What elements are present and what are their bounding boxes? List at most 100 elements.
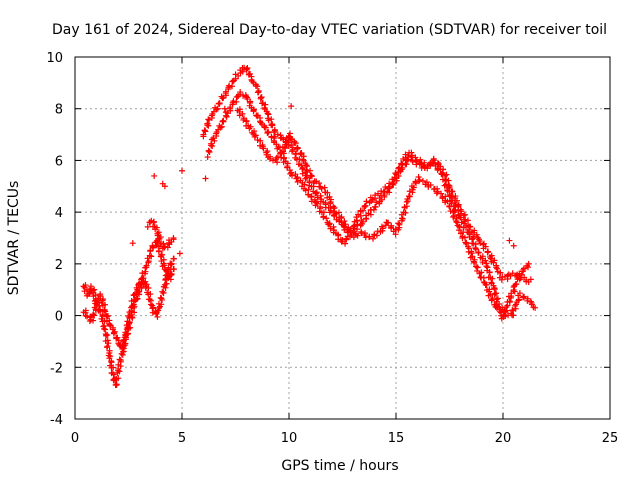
data-point bbox=[158, 295, 165, 302]
data-point bbox=[204, 120, 211, 127]
data-point bbox=[472, 246, 479, 253]
y-tick-label: 10 bbox=[46, 51, 63, 66]
data-point bbox=[103, 332, 110, 339]
data-point bbox=[475, 236, 482, 243]
data-point bbox=[327, 199, 334, 206]
data-point bbox=[116, 356, 123, 363]
data-point bbox=[417, 156, 424, 163]
data-point bbox=[205, 147, 212, 154]
y-tick-labels: -4 -2 0 2 4 6 8 10 bbox=[46, 51, 63, 428]
data-point bbox=[86, 288, 93, 295]
y-tick-label: -4 bbox=[50, 413, 63, 428]
data-point bbox=[499, 304, 506, 311]
data-point bbox=[392, 231, 399, 238]
data-point bbox=[129, 240, 136, 247]
data-point bbox=[350, 223, 357, 230]
data-point bbox=[289, 146, 296, 153]
data-point bbox=[221, 105, 228, 112]
data-point bbox=[237, 89, 244, 96]
data-point bbox=[503, 303, 510, 310]
data-point bbox=[311, 196, 318, 203]
data-point bbox=[159, 288, 166, 295]
data-point bbox=[412, 179, 419, 186]
data-point bbox=[130, 301, 137, 308]
x-tick-label: 0 bbox=[71, 431, 79, 446]
data-point bbox=[292, 171, 299, 178]
data-point bbox=[148, 253, 155, 260]
data-point bbox=[308, 194, 315, 201]
data-point bbox=[472, 245, 479, 252]
data-point bbox=[313, 190, 320, 197]
data-point bbox=[240, 92, 247, 99]
data-point bbox=[527, 298, 534, 305]
series-track-e bbox=[204, 89, 532, 322]
data-point bbox=[152, 226, 159, 233]
data-point bbox=[269, 122, 276, 129]
data-point bbox=[206, 149, 213, 156]
data-point bbox=[87, 283, 94, 290]
data-point bbox=[451, 212, 458, 219]
series-track-c bbox=[144, 217, 177, 252]
data-point bbox=[502, 308, 509, 315]
data-point bbox=[487, 291, 494, 298]
data-point bbox=[252, 132, 259, 139]
data-point bbox=[303, 174, 310, 181]
data-point bbox=[156, 235, 163, 242]
data-point bbox=[373, 232, 380, 239]
data-point bbox=[261, 104, 268, 111]
data-point bbox=[255, 89, 262, 96]
data-point bbox=[115, 375, 122, 382]
data-point bbox=[491, 285, 498, 292]
data-point bbox=[127, 324, 134, 331]
data-point bbox=[494, 295, 501, 302]
data-point bbox=[307, 167, 314, 174]
data-point bbox=[220, 117, 227, 124]
data-point bbox=[161, 243, 168, 250]
data-point bbox=[518, 271, 525, 278]
data-point bbox=[492, 290, 499, 297]
data-point bbox=[288, 103, 295, 110]
data-point bbox=[333, 210, 340, 217]
data-point bbox=[437, 166, 444, 173]
data-point bbox=[101, 307, 108, 314]
data-point bbox=[163, 280, 170, 287]
data-point bbox=[262, 124, 269, 131]
data-point bbox=[327, 200, 334, 207]
data-point bbox=[354, 232, 361, 239]
data-point bbox=[164, 244, 171, 251]
data-point bbox=[448, 188, 455, 195]
x-tick-label: 15 bbox=[388, 431, 405, 446]
data-point bbox=[370, 235, 376, 242]
data-point bbox=[465, 243, 472, 250]
data-point bbox=[532, 304, 539, 311]
data-point bbox=[101, 325, 108, 332]
data-point bbox=[247, 70, 254, 77]
data-point bbox=[524, 295, 531, 302]
data-point bbox=[270, 137, 277, 144]
data-point bbox=[410, 184, 417, 191]
data-point bbox=[179, 167, 185, 174]
data-point bbox=[112, 376, 119, 383]
data-point bbox=[486, 269, 493, 276]
data-point bbox=[268, 116, 275, 123]
data-point bbox=[283, 139, 290, 146]
data-point bbox=[278, 154, 285, 161]
data-point bbox=[372, 203, 379, 210]
data-point bbox=[323, 215, 330, 222]
data-point bbox=[488, 296, 495, 303]
data-point bbox=[434, 188, 441, 195]
data-point bbox=[456, 227, 463, 234]
data-point bbox=[300, 156, 307, 163]
data-point bbox=[490, 259, 497, 266]
data-point bbox=[151, 172, 158, 179]
data-point bbox=[135, 289, 142, 296]
data-point bbox=[144, 223, 151, 230]
data-point bbox=[102, 301, 109, 308]
data-point bbox=[150, 304, 157, 311]
data-point bbox=[475, 249, 482, 256]
data-point bbox=[527, 276, 534, 283]
data-point bbox=[239, 110, 246, 117]
data-point bbox=[133, 296, 140, 303]
data-point bbox=[105, 352, 112, 359]
